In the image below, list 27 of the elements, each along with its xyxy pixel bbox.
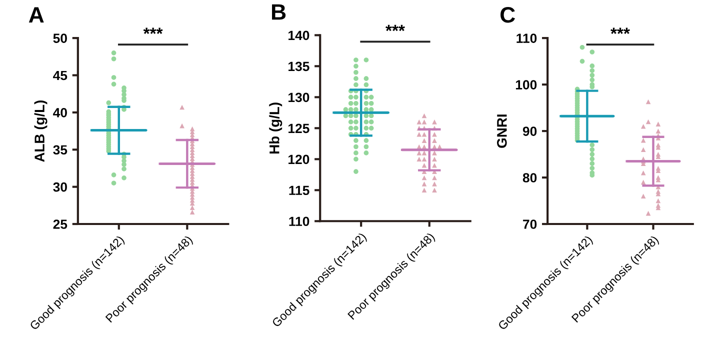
y-tick-label: 110 — [289, 216, 310, 226]
y-tick-label: 40 — [53, 108, 67, 118]
y-tick-label: 50 — [53, 34, 67, 43]
chart-title: B — [272, 4, 286, 20]
y-tick-label: 80 — [522, 173, 537, 182]
y-tick-label: 120 — [288, 154, 310, 164]
text: *** — [610, 28, 630, 34]
y-tick-label: 70 — [523, 220, 537, 229]
y-tick-label: 135 — [288, 62, 310, 72]
text: *** — [143, 28, 163, 34]
chart-title: C — [500, 7, 516, 23]
text: *** — [386, 24, 405, 32]
y-tick-label: 30 — [53, 182, 67, 192]
y-tick-label: 130 — [288, 92, 310, 102]
y-tick-label: 115 — [289, 186, 310, 196]
y-tick-label: 140 — [288, 30, 310, 40]
y-axis-title: ALB (g/L) — [34, 100, 48, 162]
y-tick-label: 25 — [53, 220, 68, 229]
y-tick-label: 125 — [288, 124, 310, 134]
y-tick-label: 100 — [516, 80, 537, 90]
y-axis-title: Hb (g/L) — [269, 102, 282, 154]
chart-title: A — [28, 7, 44, 23]
y-tick-label: 35 — [53, 145, 68, 155]
y-tick-label: 90 — [522, 126, 537, 136]
y-tick-label: 45 — [53, 70, 68, 80]
y-tick-label: 110 — [516, 34, 537, 43]
y-axis-title: GNRI — [496, 114, 507, 148]
